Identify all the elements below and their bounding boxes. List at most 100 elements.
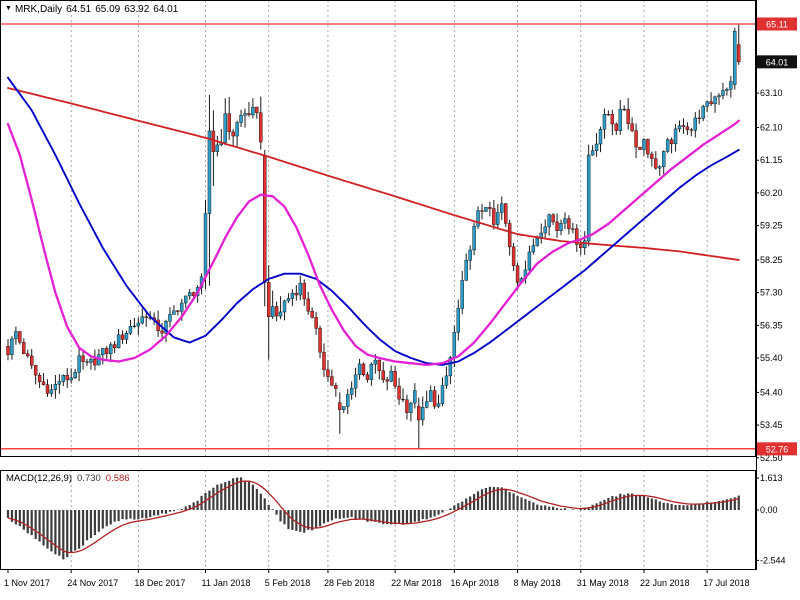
bearish-candle-body xyxy=(294,292,299,296)
macd-name-label: MACD(12,26,9) xyxy=(6,473,72,484)
macd-bar xyxy=(89,510,93,538)
macd-bar xyxy=(212,487,215,510)
macd-bar xyxy=(662,502,665,510)
date-axis-label: 8 May 2018 xyxy=(514,578,561,588)
bearish-candle-body xyxy=(274,306,279,317)
bearish-candle-body xyxy=(93,358,97,366)
bearish-candle-body xyxy=(112,344,117,348)
macd-bar xyxy=(259,493,262,510)
bearish-candle-body xyxy=(685,126,690,130)
macd-bar xyxy=(303,510,306,533)
macd-bar xyxy=(220,483,223,510)
macd-bar xyxy=(311,510,314,531)
macd-bar xyxy=(291,510,294,530)
macd-bar xyxy=(425,510,428,520)
price-axis[interactable]: 63.10 62.10 61.15 60.20 59.25 58.25 57.30 56.35… xyxy=(756,17,797,463)
bullish-candle-body xyxy=(725,88,729,91)
macd-bar xyxy=(370,510,373,522)
macd-bar xyxy=(524,499,527,510)
bearish-candle-body xyxy=(41,381,46,385)
macd-bar xyxy=(394,510,397,525)
price-axis-label: 55.40 xyxy=(760,353,783,363)
macd-bar xyxy=(145,510,148,519)
macd-bar xyxy=(552,506,555,510)
bearish-candle-body xyxy=(397,385,401,400)
bearish-candle-body xyxy=(314,317,318,329)
macd-bar xyxy=(239,477,243,510)
macd-bar xyxy=(318,510,322,527)
macd-bar xyxy=(346,510,349,518)
panel-frames xyxy=(0,0,757,570)
bearish-candle-body xyxy=(606,114,611,116)
bullish-candle-body xyxy=(484,207,488,212)
macd-bar xyxy=(34,510,37,540)
bearish-candle-body xyxy=(492,208,496,225)
bearish-candle-body xyxy=(263,154,267,283)
macd-bar xyxy=(678,504,681,510)
macd-bar xyxy=(571,509,574,510)
date-axis-label: 31 May 2018 xyxy=(577,578,629,588)
bearish-candle-body xyxy=(255,106,259,113)
bullish-candle-body xyxy=(543,226,547,234)
bullish-candle-body xyxy=(349,387,354,395)
macd-bar xyxy=(78,510,81,549)
macd-bar xyxy=(694,504,697,510)
bearish-candle-body xyxy=(144,316,148,319)
macd-bar xyxy=(50,510,53,552)
macd-bar xyxy=(619,493,622,510)
bullish-candle-body xyxy=(77,355,81,373)
macd-bar xyxy=(528,500,531,510)
bearish-candle-body xyxy=(318,328,322,353)
macd-bar xyxy=(129,510,132,519)
bullish-candle-body xyxy=(444,375,449,386)
macd-bar xyxy=(42,510,45,546)
macd-bar xyxy=(243,480,247,510)
macd-bar xyxy=(615,496,618,510)
bearish-candle-body xyxy=(579,244,583,249)
macd-bar xyxy=(627,493,630,510)
bearish-candle-body xyxy=(381,370,385,381)
bullish-candle-body xyxy=(116,334,121,348)
bearish-candle-body xyxy=(306,298,310,312)
macd-axis-label: 0.00 xyxy=(760,505,778,515)
bullish-candle-body xyxy=(286,298,291,302)
symbol-dropdown-icon[interactable]: ▼ xyxy=(5,5,12,12)
macd-bar xyxy=(496,487,499,510)
bullish-candle-body xyxy=(701,106,705,119)
bullish-candle-body xyxy=(717,95,721,98)
macd-bar xyxy=(405,510,409,524)
bullish-candle-body xyxy=(598,129,603,145)
macd-bar xyxy=(180,509,183,510)
macd-bar xyxy=(66,510,69,558)
ma-slow-red-line xyxy=(7,87,740,261)
bearish-candle-body xyxy=(638,146,642,150)
macd-bar xyxy=(121,510,124,520)
macd-bar xyxy=(26,510,29,534)
bullish-candle-body xyxy=(440,385,445,404)
macd-bar xyxy=(295,510,298,531)
bullish-candle-body xyxy=(235,122,239,137)
bearish-candle-body xyxy=(326,369,330,377)
bullish-candle-body xyxy=(468,249,472,261)
horizontal-price-lines[interactable] xyxy=(0,23,756,450)
bearish-candle-body xyxy=(231,131,235,137)
macd-bar xyxy=(508,492,511,510)
bullish-candle-body xyxy=(389,371,393,382)
bullish-candle-body xyxy=(282,300,287,313)
bullish-candle-body xyxy=(14,331,18,340)
macd-bar xyxy=(646,497,649,510)
macd-axis: 1.613 0.00 -2.544 xyxy=(756,473,786,565)
bearish-candle-body xyxy=(567,218,571,229)
macd-bar xyxy=(322,510,326,524)
price-line-badge: 65.11 xyxy=(757,17,797,31)
bullish-candle-body xyxy=(57,381,62,385)
macd-bar xyxy=(160,510,164,514)
macd-bar xyxy=(441,510,444,513)
macd-bar xyxy=(717,501,721,510)
bullish-candle-body xyxy=(357,363,362,376)
macd-bar xyxy=(686,505,689,510)
macd-bar xyxy=(654,499,657,510)
macd-bar xyxy=(22,510,25,530)
macd-bar xyxy=(390,510,393,525)
